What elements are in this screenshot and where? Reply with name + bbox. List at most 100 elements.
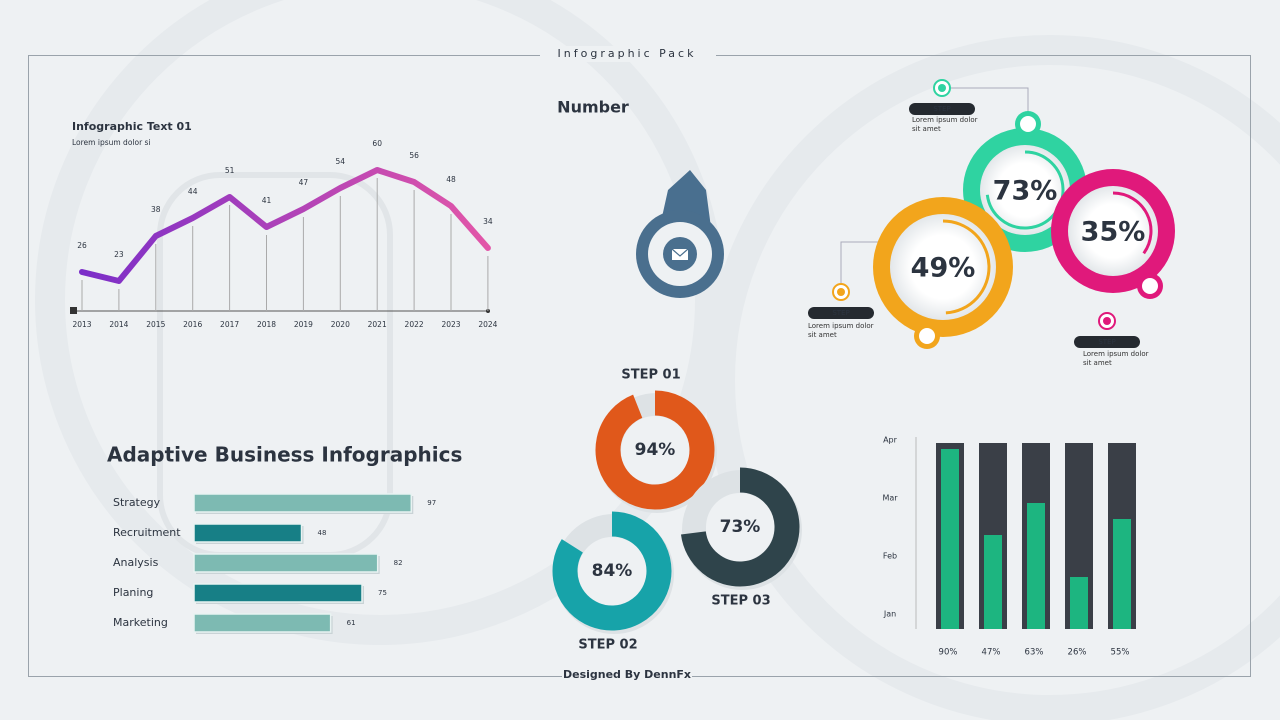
y-label: Jan — [883, 610, 896, 619]
axis-start — [70, 307, 77, 314]
header-title: Infographic Pack — [558, 47, 697, 60]
value-label: 84% — [592, 561, 633, 581]
x-tick-label: 2015 — [146, 320, 165, 329]
bar — [193, 583, 363, 603]
x-tick-label: 2023 — [441, 320, 460, 329]
value-label: 34 — [483, 217, 493, 226]
bar — [984, 535, 1002, 629]
category-label: Planing — [113, 586, 153, 599]
chart-title: Infographic Text 01 — [72, 120, 192, 133]
annotation: Lorem ipsum dolor sit amet — [808, 322, 874, 339]
bar — [1070, 577, 1088, 629]
value-label: 35% — [1081, 217, 1146, 248]
annotation: Lorem ipsum dolor sit amet — [912, 116, 978, 133]
bar — [941, 449, 959, 629]
ring-dot-core — [919, 328, 935, 344]
donut-hole — [621, 416, 689, 484]
category-label: Strategy — [113, 496, 161, 509]
value-label: 49% — [911, 253, 976, 284]
value-label: 48 — [318, 529, 327, 537]
value-label: 94% — [635, 440, 676, 460]
line — [79, 167, 491, 284]
donut-hole — [706, 493, 774, 561]
value-label: 51 — [225, 166, 235, 175]
y-label: Mar — [882, 494, 898, 503]
pin-inner — [938, 84, 946, 92]
annotation: Lorem ipsum dolor sit amet — [1083, 350, 1149, 367]
step-label: STEP 03 — [711, 594, 770, 609]
x-tick-label: 2018 — [257, 320, 276, 329]
pin-inner — [1103, 317, 1111, 325]
x-tick-label: 2019 — [294, 320, 313, 329]
ring-arc — [942, 219, 991, 315]
bar — [193, 613, 332, 633]
ring-face — [1068, 186, 1158, 276]
value-label: 82 — [394, 559, 403, 567]
value-label: 60 — [372, 139, 382, 148]
bar — [1027, 503, 1045, 629]
donut-arc — [595, 390, 715, 510]
value-label: 48 — [446, 175, 456, 184]
y-label: Apr — [883, 436, 898, 445]
bar — [193, 493, 413, 513]
category-label: Marketing — [113, 616, 168, 629]
category-label: Analysis — [113, 556, 159, 569]
ring-dot-core — [1020, 116, 1036, 132]
value-label: 97 — [427, 499, 436, 507]
pin-title: Number — [557, 98, 629, 117]
x-tick-label: 2024 — [478, 320, 497, 329]
connector — [840, 241, 880, 284]
y-label: Feb — [883, 552, 897, 561]
step-label: STEP — [1098, 338, 1115, 346]
donut-hole — [578, 537, 646, 605]
category-label: Recruitment — [113, 526, 181, 539]
x-tick-label: 2014 — [109, 320, 128, 329]
ring-dot-core — [1142, 278, 1158, 294]
chart-title: Adaptive Business Infographics — [107, 443, 462, 467]
frame-gap — [562, 668, 692, 684]
value-label: 63% — [1025, 648, 1044, 658]
value-label: 47 — [299, 178, 309, 187]
value-label: 26% — [1068, 648, 1087, 658]
step-label: STEP 02 — [578, 638, 637, 653]
x-tick-label: 2016 — [183, 320, 202, 329]
value-label: 26 — [77, 241, 87, 250]
bar — [193, 553, 379, 573]
chart-subtitle: Lorem ipsum dolor si — [72, 138, 151, 147]
value-label: 55% — [1111, 648, 1130, 658]
ring-arc — [1112, 191, 1153, 255]
x-tick-label: 2022 — [405, 320, 424, 329]
value-label: 75 — [378, 589, 387, 597]
value-label: 47% — [982, 648, 1001, 658]
step-label: STEP 01 — [621, 368, 680, 383]
frame-gap — [540, 46, 716, 62]
donut-arc — [680, 467, 800, 587]
value-label: 73% — [720, 517, 761, 537]
connector — [950, 87, 1029, 112]
value-label: 73% — [993, 176, 1058, 207]
bar — [1113, 519, 1131, 629]
value-label: 61 — [347, 619, 356, 627]
value-label: 90% — [939, 648, 958, 658]
background-shape — [705, 35, 1280, 720]
value-label: 23 — [114, 250, 124, 259]
pin-inner — [837, 288, 845, 296]
step-pill — [1074, 336, 1140, 348]
value-label: 38 — [151, 205, 161, 214]
step-pill — [909, 103, 975, 115]
ring-face — [890, 214, 996, 320]
step-pill — [808, 307, 874, 319]
ring-face — [980, 145, 1070, 235]
step-label: STEP — [832, 309, 849, 317]
donut-arc — [552, 511, 672, 631]
x-tick-label: 2017 — [220, 320, 239, 329]
x-tick-label: 2013 — [72, 320, 91, 329]
value-label: 41 — [262, 196, 272, 205]
background-shape — [35, 0, 725, 645]
value-label: 54 — [336, 157, 346, 166]
bar — [193, 523, 303, 543]
x-tick-label: 2020 — [331, 320, 350, 329]
step-label: STEP — [933, 105, 950, 113]
